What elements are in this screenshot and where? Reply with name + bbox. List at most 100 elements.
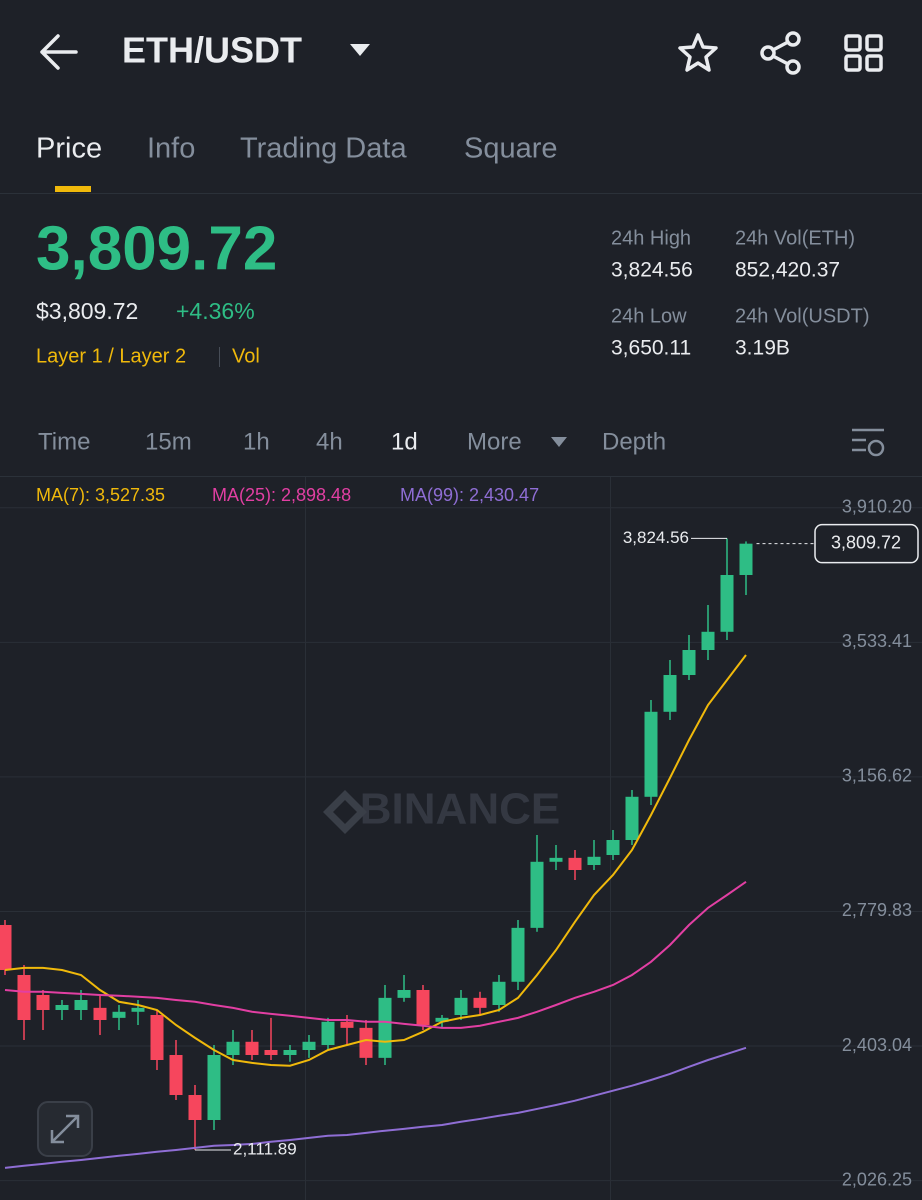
divider: [0, 193, 922, 194]
more-dropdown[interactable]: [551, 437, 567, 447]
candle-body: [473, 997, 487, 1008]
share-button[interactable]: [760, 31, 801, 75]
y-tick-label: 2,779.83: [842, 900, 912, 920]
interval[interactable]: More: [467, 428, 522, 455]
price-change: +4.36%: [176, 298, 255, 324]
candle-body: [378, 997, 392, 1058]
legend-entry: MA(7): 3,527.35: [36, 485, 165, 505]
candle-body: [549, 857, 563, 862]
candle-body: [188, 1095, 202, 1120]
ma-line: [4, 880, 747, 1029]
stat-label: 24h High: [611, 227, 691, 249]
usd-price: $3,809.72: [36, 298, 138, 324]
divider: [0, 476, 922, 477]
candle-body: [397, 990, 411, 998]
tab-indicator: [55, 186, 91, 192]
low-label: 2,111.89: [233, 1140, 297, 1159]
tag-separator: [219, 347, 220, 367]
legend-entry: MA(99): 2,430.47: [400, 485, 539, 505]
candle-body: [606, 840, 620, 855]
vertical-grid: [610, 477, 611, 1200]
candle-body: [454, 997, 468, 1015]
candle-body: [720, 575, 734, 632]
stat-label: 24h Vol(ETH): [735, 227, 855, 249]
candlestick-chart: 3,910.20 3,533.41 3,156.62 2,779.83 2,403.04…: [0, 485, 922, 1189]
favorite-button[interactable]: [678, 33, 718, 72]
candle-body: [663, 675, 677, 712]
expand-button[interactable]: [37, 1101, 93, 1157]
stat-value: 3,824.56: [611, 259, 693, 282]
tab[interactable]: Trading Data: [240, 133, 407, 165]
last-price-label: 3,809.72: [831, 532, 901, 552]
interval[interactable]: Depth: [602, 428, 666, 455]
candle-body: [302, 1041, 316, 1050]
tab-active[interactable]: Price: [36, 133, 102, 165]
chart-settings-button[interactable]: [852, 428, 885, 457]
legend-entry: MA(25): 2,898.48: [212, 485, 351, 505]
candle-body: [112, 1011, 126, 1018]
back-button[interactable]: [40, 34, 78, 70]
candle-body: [226, 1041, 240, 1055]
candle-body: [511, 927, 525, 982]
interval[interactable]: 1h: [243, 428, 270, 455]
stat-value: 3,650.11: [611, 337, 691, 360]
ma-line: [4, 1046, 747, 1169]
grid-cell: [844, 34, 862, 52]
candle-body: [644, 711, 658, 797]
stat-value: 852,420.37: [735, 259, 840, 282]
high-label: 3,824.56: [623, 528, 689, 547]
layout-button[interactable]: [844, 34, 883, 72]
candle-body: [264, 1050, 278, 1055]
share-link: [771, 40, 790, 66]
interval[interactable]: 15m: [145, 428, 192, 455]
tab[interactable]: Info: [147, 133, 195, 165]
candle-body: [36, 995, 50, 1010]
candle-body: [625, 796, 639, 840]
interval-active[interactable]: 1d: [391, 428, 418, 455]
interval[interactable]: Time: [38, 428, 90, 455]
candle-body: [435, 1017, 449, 1022]
candle-body: [682, 650, 696, 675]
pair-dropdown[interactable]: [350, 44, 370, 56]
vertical-grid: [305, 477, 306, 1200]
candle-body: [359, 1027, 373, 1058]
grid-cell: [865, 54, 883, 72]
tab[interactable]: Square: [464, 133, 558, 165]
candle-body: [340, 1021, 354, 1028]
settings-gear: [867, 439, 885, 457]
candle-body: [530, 861, 544, 928]
tag[interactable]: Vol: [232, 345, 260, 367]
candle-body: [587, 856, 601, 865]
stat-label: 24h Vol(USDT): [735, 305, 870, 327]
candle-body: [283, 1050, 297, 1055]
share-node: [785, 31, 801, 47]
candle-body: [701, 631, 715, 650]
candle-body: [169, 1055, 183, 1095]
candle-body: [0, 925, 12, 970]
interval[interactable]: 4h: [316, 428, 343, 455]
y-tick-label: 3,910.20: [842, 497, 912, 517]
ma-line: [4, 654, 747, 1067]
candle-body: [245, 1041, 259, 1055]
share-node: [760, 45, 776, 61]
pair-title[interactable]: ETH/USDT: [122, 30, 302, 71]
last-price-box: [814, 523, 919, 564]
candle-body: [207, 1055, 221, 1120]
candle-body: [93, 1007, 107, 1020]
candle-body: [492, 981, 506, 1005]
candle-body: [739, 543, 753, 575]
stat-label: 24h Low: [611, 305, 687, 327]
stat-value: 3.19B: [735, 337, 790, 360]
candle-body: [416, 990, 430, 1025]
grid-cell: [865, 34, 883, 52]
y-tick-label: 2,026.25: [842, 1169, 912, 1189]
settings-lines: [852, 428, 884, 452]
candle-body: [74, 1000, 88, 1010]
candle-body: [321, 1021, 335, 1045]
tag[interactable]: Layer 1 / Layer 2: [36, 345, 186, 367]
watermark: BINANCE: [360, 785, 560, 834]
grid-cell: [844, 54, 862, 72]
candle-body: [150, 1015, 164, 1060]
